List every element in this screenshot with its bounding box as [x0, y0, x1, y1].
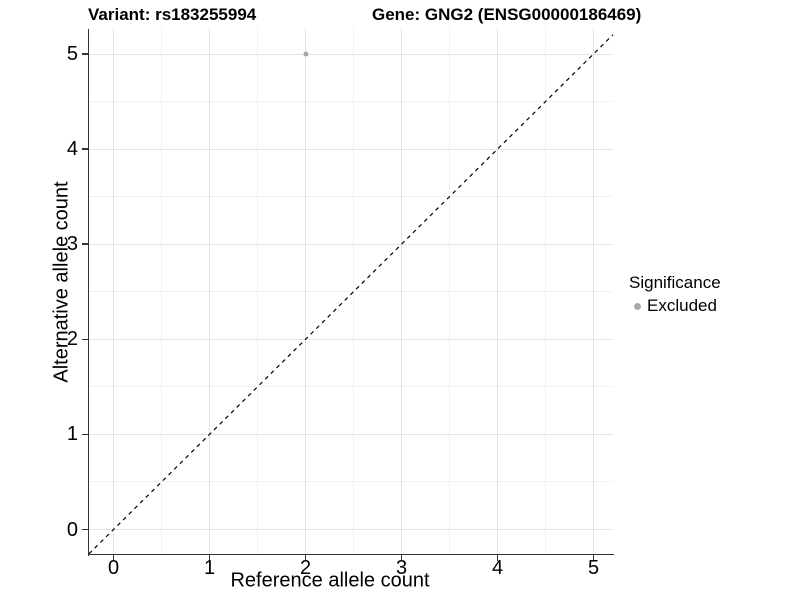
y-tick-label: 3: [66, 233, 78, 256]
gridline-y-major: [89, 243, 613, 245]
gridline-y-minor: [89, 101, 613, 103]
y-tick-mark: [82, 53, 88, 55]
x-tick-label: 1: [203, 557, 216, 579]
legend-item: Excluded: [629, 296, 721, 316]
identity-line: [88, 34, 614, 555]
gridline-y-minor: [89, 291, 613, 293]
y-tick-label: 5: [66, 43, 78, 65]
x-tick-label: 5: [587, 557, 600, 579]
legend-title: Significance: [629, 273, 721, 292]
x-tick-label: 2: [299, 557, 312, 579]
x-axis-line: [87, 553, 615, 555]
plot-panel: [88, 29, 614, 555]
gridline-x-major: [113, 29, 114, 554]
y-tick-mark: [82, 338, 88, 341]
gridline-x-major: [209, 29, 210, 554]
y-tick-label: 0: [66, 518, 78, 541]
legend-item-label: Excluded: [647, 296, 717, 315]
x-tick-mark: [400, 555, 403, 561]
gridline-x-major: [593, 29, 594, 554]
x-tick-mark: [112, 555, 115, 561]
gridline-x-major: [497, 29, 498, 554]
x-tick-mark: [496, 555, 499, 561]
y-tick-mark: [82, 243, 88, 245]
gridline-y-minor: [89, 386, 613, 388]
x-tick-mark: [208, 555, 211, 561]
y-tick-mark: [82, 528, 88, 531]
legend: Significance Excluded: [629, 273, 721, 316]
y-tick-label: 2: [66, 328, 78, 351]
gridline-x-major: [305, 29, 306, 554]
y-axis-line: [87, 29, 90, 556]
y-tick-mark: [82, 148, 88, 150]
gridline-y-minor: [89, 196, 613, 198]
legend-key-dot: [634, 302, 641, 310]
gridline-x-major: [401, 29, 402, 554]
data-point: [303, 51, 308, 57]
gridline-y-major: [89, 53, 613, 55]
gridline-y-minor: [89, 481, 613, 483]
x-tick-mark: [592, 555, 595, 561]
y-axis-title: Alternative allele count: [50, 181, 73, 383]
gridline-y-major: [89, 338, 613, 340]
x-tick-label: 0: [107, 557, 120, 579]
plot-title-variant: Variant: rs183255994: [88, 5, 257, 24]
x-tick-label: 4: [491, 557, 504, 579]
x-axis-title: Reference allele count: [230, 569, 430, 592]
plot-title-gene: Gene: GNG2 (ENSG00000186469): [372, 5, 642, 24]
gridline-y-major: [89, 529, 613, 530]
y-tick-label: 1: [66, 423, 78, 446]
gridline-y-major: [89, 433, 613, 435]
y-tick-label: 4: [66, 138, 78, 161]
x-tick-label: 3: [395, 557, 408, 579]
y-tick-mark: [82, 433, 88, 436]
legend-items: Excluded: [629, 296, 721, 316]
x-tick-mark: [304, 555, 307, 561]
gridline-y-major: [89, 148, 613, 150]
